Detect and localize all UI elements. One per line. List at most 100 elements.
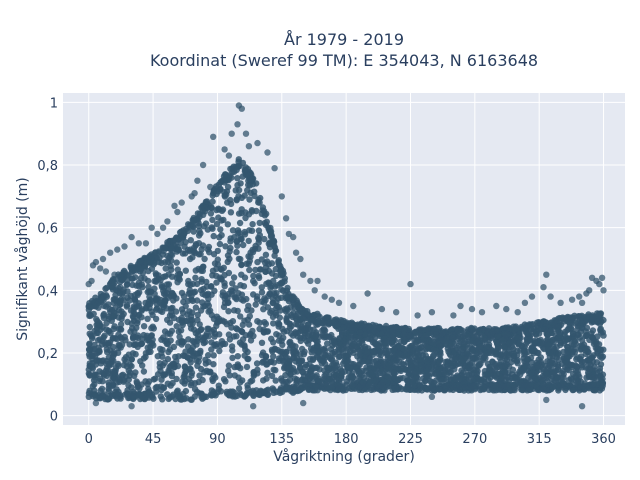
data-point (128, 356, 135, 363)
data-point (86, 323, 94, 331)
data-point (268, 335, 275, 342)
data-point (190, 289, 197, 296)
data-point (598, 354, 605, 362)
data-point (401, 327, 408, 334)
data-point (184, 297, 192, 304)
data-point (260, 358, 267, 365)
data-point (245, 181, 252, 189)
data-point (489, 328, 496, 336)
data-point-outlier (393, 309, 400, 316)
data-point (578, 362, 585, 369)
data-point (258, 298, 265, 305)
data-point (224, 294, 231, 302)
y-tick-label: 0,4 (37, 284, 58, 299)
data-point-outlier (314, 277, 321, 285)
data-point (106, 360, 113, 368)
data-point (187, 313, 195, 320)
data-point (365, 382, 373, 389)
data-point (123, 301, 131, 309)
data-point (114, 395, 121, 402)
data-point-outlier (600, 287, 607, 294)
data-point-outlier (178, 199, 185, 206)
data-point (425, 325, 432, 332)
data-point-outlier (207, 183, 214, 191)
data-point (252, 266, 259, 274)
data-point (114, 360, 122, 368)
data-point (270, 366, 277, 373)
x-tick-label: 360 (591, 432, 616, 447)
data-point-outlier (292, 249, 300, 256)
data-point (374, 361, 381, 368)
data-point (261, 319, 268, 326)
data-point (146, 389, 154, 396)
data-point (210, 391, 217, 398)
data-point (250, 291, 257, 298)
data-point (262, 251, 270, 258)
data-point (158, 376, 165, 383)
data-point (435, 358, 442, 365)
data-point (563, 336, 570, 343)
data-point (544, 336, 551, 343)
x-tick-label: 90 (209, 432, 226, 447)
data-point (247, 378, 254, 385)
data-point (156, 254, 163, 261)
data-point (514, 347, 521, 355)
data-point (239, 377, 246, 384)
data-point (575, 331, 582, 338)
data-point (118, 312, 126, 320)
data-point (272, 377, 279, 384)
data-point (190, 214, 197, 222)
data-point-outlier (89, 262, 97, 269)
data-point (340, 317, 347, 325)
data-point (320, 346, 327, 353)
data-point (120, 289, 127, 296)
data-point (217, 226, 224, 233)
data-point (258, 289, 266, 296)
data-point (284, 355, 291, 362)
data-point (225, 308, 232, 315)
data-point (117, 325, 124, 333)
data-point (200, 339, 207, 347)
data-point-outlier (282, 215, 290, 222)
data-point (222, 243, 229, 250)
x-tick-label: 315 (527, 432, 552, 447)
data-point-outlier (148, 224, 155, 231)
data-point (550, 338, 558, 346)
data-point (485, 376, 492, 384)
data-point (597, 326, 604, 334)
data-point (97, 395, 104, 402)
y-tick-label: 0 (50, 410, 58, 425)
data-point (549, 384, 556, 391)
data-point (501, 369, 509, 376)
data-point (305, 330, 312, 338)
data-point (178, 341, 185, 348)
data-point (525, 374, 532, 381)
data-point (513, 375, 521, 383)
data-point (226, 392, 233, 399)
data-point (263, 280, 270, 287)
data-point (182, 387, 190, 395)
data-point (124, 318, 131, 326)
data-point (205, 352, 212, 359)
data-point (283, 386, 290, 393)
data-point (195, 232, 203, 239)
data-point (98, 385, 106, 392)
data-point (355, 336, 363, 343)
data-point (235, 385, 243, 392)
data-point-outlier (238, 105, 245, 112)
data-point (227, 209, 235, 216)
data-point (110, 343, 117, 351)
data-point (511, 384, 519, 391)
data-point (546, 349, 554, 357)
data-point (172, 353, 179, 361)
data-point-outlier (350, 302, 357, 310)
data-point (270, 353, 277, 360)
data-point (497, 358, 504, 365)
data-point (262, 353, 270, 360)
data-point (563, 355, 570, 362)
data-point (86, 360, 94, 367)
data-point (219, 289, 227, 296)
data-point (282, 291, 289, 298)
data-point (248, 307, 255, 314)
data-point (99, 378, 106, 385)
